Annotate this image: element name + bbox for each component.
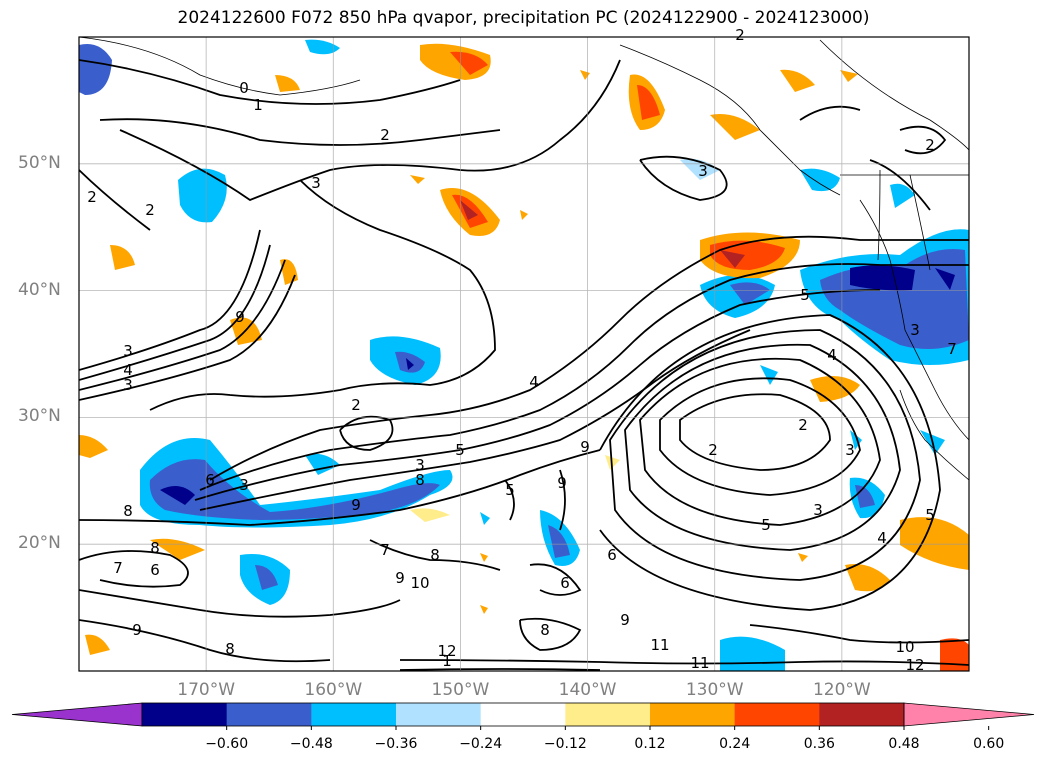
contour-label: 5 xyxy=(505,481,515,499)
contour-label: 3 xyxy=(813,501,823,519)
contour-label: 12 xyxy=(437,642,456,660)
map-title: 2024122600 F072 850 hPa qvapor, precipit… xyxy=(177,8,870,28)
contour-label: 3 xyxy=(910,321,920,339)
contour-label: 4 xyxy=(529,373,539,391)
lat-label: 20°N xyxy=(18,533,61,554)
contour-label: 9 xyxy=(235,308,245,326)
precipitation-fills xyxy=(79,39,969,671)
contour-label: 3 xyxy=(123,342,133,360)
colorbar-tick-label: −0.12 xyxy=(543,736,587,752)
colorbar-tick-label: −0.36 xyxy=(374,736,418,752)
colorbar-segment xyxy=(480,703,566,726)
contour-label: 2 xyxy=(925,136,935,154)
colorbar-segment xyxy=(311,703,397,726)
colorbar-segment xyxy=(565,703,651,726)
colorbar-extend-max xyxy=(903,702,1035,727)
contour-label: 5 xyxy=(761,516,771,534)
colorbar-segment xyxy=(142,703,228,726)
contour-label: 8 xyxy=(415,471,425,489)
contour-label: 7 xyxy=(947,340,957,358)
colorbar-tick-label: −0.24 xyxy=(459,736,503,752)
contour-label: 11 xyxy=(650,636,669,654)
colorbar-segment xyxy=(650,703,736,726)
colorbar-tick-label: 0.48 xyxy=(888,736,920,752)
colorbar-segment xyxy=(819,703,905,726)
contour-label: 2 xyxy=(87,188,97,206)
colorbar-tick-label: 0.24 xyxy=(719,736,751,752)
colorbar-segment xyxy=(226,703,312,726)
contour-label: 8 xyxy=(123,502,133,520)
colorbar-tick-label: 0.60 xyxy=(973,736,1005,752)
colorbar-tick-label: −0.60 xyxy=(205,736,249,752)
contour-label: 1 xyxy=(442,652,452,670)
colorbar-extend-min xyxy=(11,702,143,727)
contour-label: 10 xyxy=(895,638,914,656)
qvapor-contours xyxy=(79,59,969,671)
lat-label: 40°N xyxy=(18,279,61,300)
contour-label: 2 xyxy=(798,416,808,434)
lon-label: 150°W xyxy=(431,680,490,700)
lat-label: 50°N xyxy=(18,152,61,173)
contour-label: 0 xyxy=(239,79,249,97)
contour-label: 2 xyxy=(735,26,745,44)
contour-label: 3 xyxy=(415,456,425,474)
colorbar-tick-label: 0.12 xyxy=(634,736,666,752)
coastlines xyxy=(79,37,969,481)
contour-label: 3 xyxy=(698,162,708,180)
contour-label: 8 xyxy=(225,640,235,658)
contour-label: 12 xyxy=(905,656,924,674)
lon-label: 170°W xyxy=(177,680,236,700)
contour-label: 5 xyxy=(800,286,810,304)
contour-label: 9 xyxy=(395,569,405,587)
contour-label: 4 xyxy=(877,529,887,547)
contour-label: 3 xyxy=(239,476,249,494)
contour-label: 9 xyxy=(557,474,567,492)
lon-label: 120°W xyxy=(812,680,871,700)
contour-label: 3 xyxy=(845,441,855,459)
colorbar xyxy=(11,702,1035,730)
contour-label: 10 xyxy=(410,574,429,592)
contour-label: 7 xyxy=(380,541,390,559)
contour-label: 4 xyxy=(123,361,133,379)
contour-label: 9 xyxy=(132,621,142,639)
lon-label: 140°W xyxy=(558,680,617,700)
contour-label: 9 xyxy=(620,611,630,629)
contour-label: 5 xyxy=(455,441,465,459)
lon-label: 130°W xyxy=(685,680,744,700)
contour-label: 7 xyxy=(113,559,123,577)
contour-label: 2 xyxy=(145,201,155,219)
colorbar-tick-label: 0.36 xyxy=(803,736,835,752)
contour-label: 6 xyxy=(150,561,160,579)
colorbar-segment xyxy=(396,703,482,726)
contour-label: 4 xyxy=(827,346,837,364)
contour-label: 6 xyxy=(205,471,215,489)
colorbar-frame xyxy=(141,702,905,727)
colorbar-tick-label: −0.48 xyxy=(289,736,333,752)
contour-label: 8 xyxy=(430,546,440,564)
contour-label: 3 xyxy=(123,376,133,394)
contour-label: 9 xyxy=(351,496,361,514)
contour-label: 6 xyxy=(607,546,617,564)
contour-label: 2 xyxy=(351,396,361,414)
plot-frame xyxy=(78,36,970,672)
grid-lines xyxy=(79,37,969,671)
contour-label: 6 xyxy=(560,574,570,592)
contour-label: 5 xyxy=(925,506,935,524)
contour-label: 8 xyxy=(150,539,160,557)
contour-label: 2 xyxy=(708,441,718,459)
contour-label: 2 xyxy=(380,126,390,144)
contour-label: 1 xyxy=(253,96,263,114)
contour-label: 3 xyxy=(311,174,321,192)
lat-label: 30°N xyxy=(18,406,61,427)
contour-label: 11 xyxy=(690,654,709,672)
colorbar-segment xyxy=(734,703,820,726)
contour-label: 9 xyxy=(580,438,590,456)
lon-label: 160°W xyxy=(304,680,363,700)
contour-label: 8 xyxy=(540,621,550,639)
